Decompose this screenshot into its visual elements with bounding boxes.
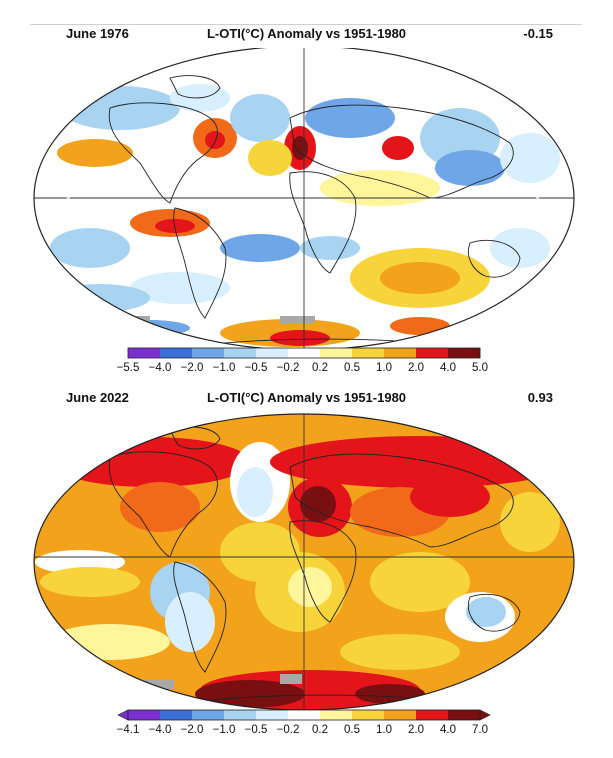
map-panel-1976: June 1976 L-OTI(°C) Anomaly vs 1951-1980… — [0, 26, 613, 381]
colorbar-swatch — [288, 710, 321, 720]
colorbar-tick-label: 0.5 — [344, 362, 360, 374]
colorbar-tick-label: −4.1 — [117, 724, 140, 736]
colorbar-tick-label: 1.0 — [376, 362, 392, 374]
colorbar-tick-label: 0.2 — [312, 724, 328, 736]
colorbar-swatch — [448, 348, 481, 358]
panel-title: L-OTI(°C) Anomaly vs 1951-1980 — [206, 390, 407, 405]
colorbar-swatch — [256, 710, 289, 720]
colorbar-swatch — [448, 710, 481, 720]
panel-date-label: June 2022 — [66, 390, 129, 405]
colorbar-1976: −5.5 −4.0 −2.0 −1.0 −0.5 −0.2 0.2 0.5 1.0 2.0 4.0 5… — [117, 347, 488, 374]
colorbar-swatch — [416, 348, 449, 358]
global-mean-value: -0.15 — [523, 26, 553, 41]
colorbar-tick-label: −0.5 — [245, 724, 268, 736]
colorbar-tick-label: −0.2 — [277, 724, 300, 736]
global-mean-value: 0.93 — [527, 390, 553, 405]
anomaly-map-2022 — [33, 413, 575, 711]
colorbar-swatch — [192, 348, 225, 358]
chevron-left-icon[interactable]: ‹ — [61, 186, 73, 216]
anomaly-map-1976 — [33, 48, 575, 351]
colorbar-tick-label: −2.0 — [181, 362, 204, 374]
colorbar-2022: −4.1 −4.0 −2.0 −1.0 −0.5 −0.2 0.2 0.5 1.0 2.0 4.0 7… — [117, 709, 491, 736]
colorbar-swatch — [320, 710, 353, 720]
colorbar-swatch — [224, 710, 257, 720]
colorbar-frame — [127, 709, 481, 721]
colorbar-tick-label: −0.5 — [245, 362, 268, 374]
colorbar-tick-label: 0.2 — [312, 362, 328, 374]
colorbar-swatch — [384, 348, 417, 358]
colorbar-tick-label: 2.0 — [408, 362, 424, 374]
colorbar-tick-label: −4.0 — [149, 362, 172, 374]
colorbar-frame — [127, 347, 481, 359]
colorbar-tick-label: 1.0 — [376, 724, 392, 736]
colorbar-tick-label: −4.0 — [149, 724, 172, 736]
colorbar-tick-label: 2.0 — [408, 724, 424, 736]
colorbar-swatch — [320, 348, 353, 358]
colorbar-swatch — [128, 710, 161, 720]
colorbar-extend-min — [117, 709, 129, 721]
colorbar-tick-label: −1.0 — [213, 362, 236, 374]
chevron-right-icon[interactable]: › — [533, 186, 545, 216]
colorbar-tick-label: −1.0 — [213, 724, 236, 736]
colorbar-swatch — [352, 710, 385, 720]
colorbar-swatch — [352, 348, 385, 358]
colorbar-tick-label: 5.0 — [472, 362, 488, 374]
colorbar-swatch — [384, 710, 417, 720]
colorbar-tick-label: −5.5 — [117, 362, 140, 374]
colorbar-tick-label: −2.0 — [181, 724, 204, 736]
colorbar-swatch — [224, 348, 257, 358]
top-divider — [30, 24, 582, 25]
colorbar-swatch — [256, 348, 289, 358]
colorbar-swatch — [160, 710, 193, 720]
colorbar-tick-label: −0.2 — [277, 362, 300, 374]
colorbar-extend-max — [479, 709, 491, 721]
colorbar-tick-label: 7.0 — [472, 724, 488, 736]
colorbar-tick-label: 4.0 — [440, 362, 456, 374]
colorbar-swatch — [160, 348, 193, 358]
panel-date-label: June 1976 — [66, 26, 129, 41]
colorbar-swatch — [128, 348, 161, 358]
panel-title: L-OTI(°C) Anomaly vs 1951-1980 — [206, 26, 407, 41]
colorbar-swatch — [288, 348, 321, 358]
coastlines — [108, 75, 521, 350]
colorbar-tick-label: 0.5 — [344, 724, 360, 736]
colorbar-swatch — [416, 710, 449, 720]
colorbar-swatch — [192, 710, 225, 720]
colorbar-tick-label: 4.0 — [440, 724, 456, 736]
map-panel-2022: June 2022 L-OTI(°C) Anomaly vs 1951-1980… — [0, 390, 613, 755]
